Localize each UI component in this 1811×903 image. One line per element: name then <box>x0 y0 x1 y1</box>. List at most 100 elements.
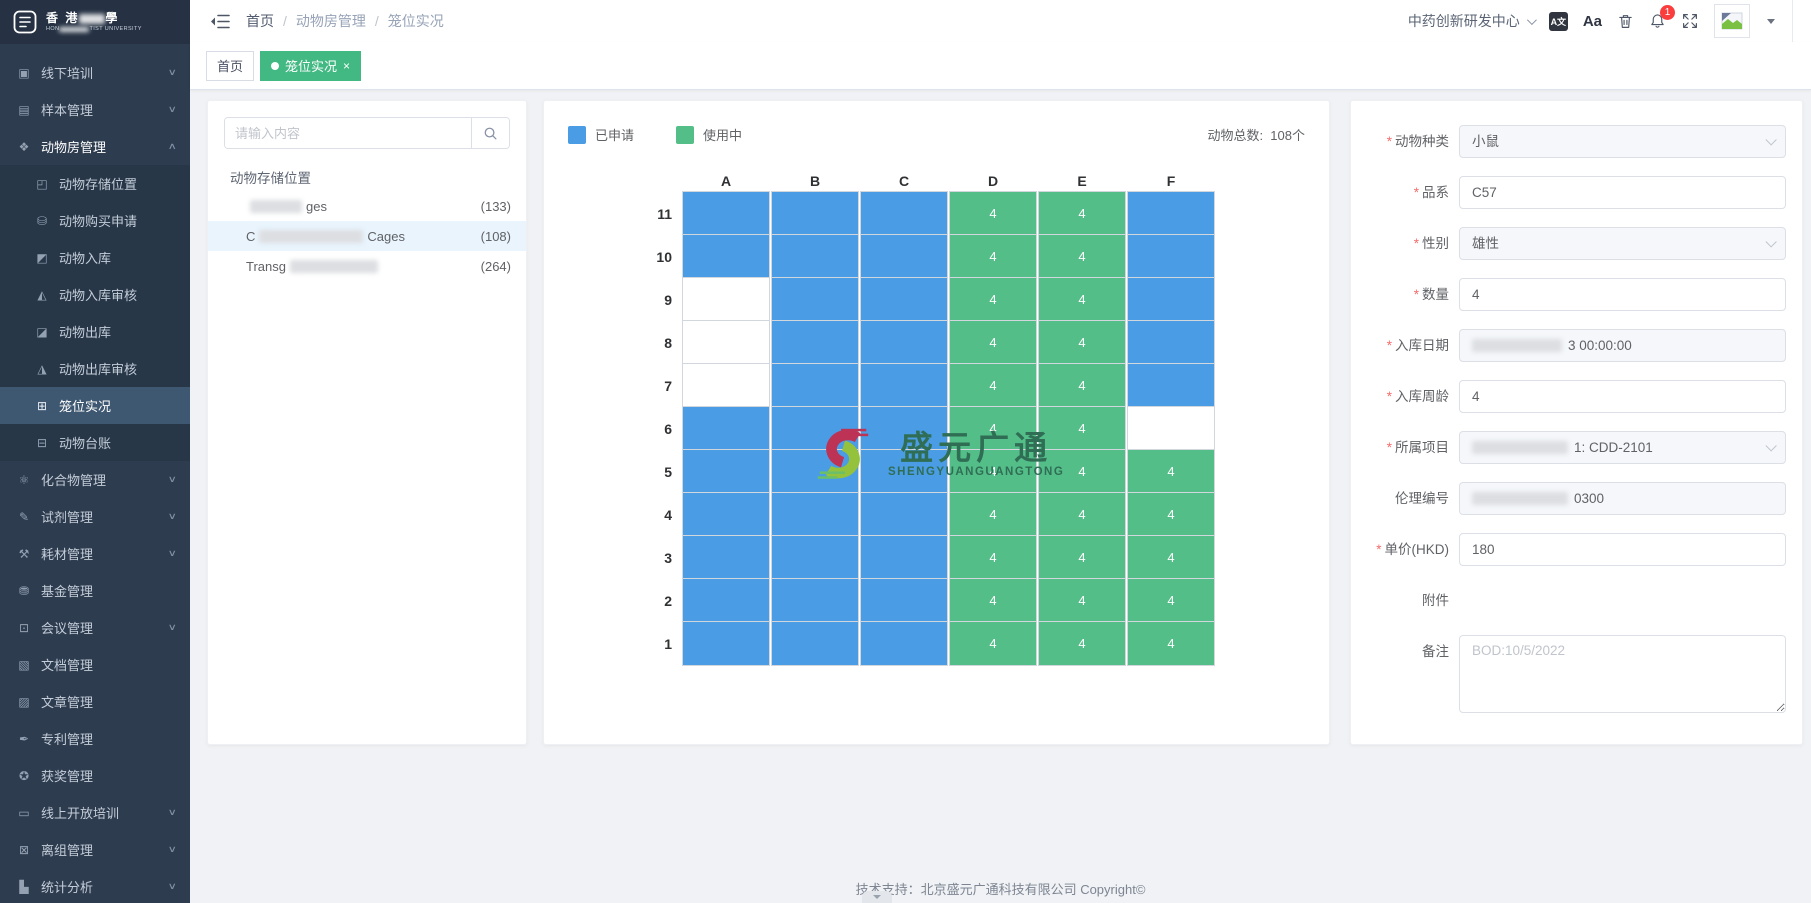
cage-cell-E3[interactable]: 4 <box>1039 536 1125 579</box>
sidebar-item-animal-ledger[interactable]: ⊟ 动物台账 <box>0 424 190 461</box>
cage-cell-B4[interactable] <box>772 493 858 536</box>
tree-item[interactable]: Transg (264) <box>208 251 526 281</box>
cage-cell-E9[interactable]: 4 <box>1039 278 1125 321</box>
cage-cell-B7[interactable] <box>772 364 858 407</box>
cage-cell-D1[interactable]: 4 <box>950 622 1036 665</box>
sidebar-item-reagent-management[interactable]: ✎ 试剂管理 ∨ <box>0 498 190 535</box>
sidebar-item-patent-management[interactable]: ✒ 专利管理 <box>0 720 190 757</box>
cage-cell-F3[interactable]: 4 <box>1128 536 1214 579</box>
cage-cell-D8[interactable]: 4 <box>950 321 1036 364</box>
cage-cell-B9[interactable] <box>772 278 858 321</box>
fullscreen-icon[interactable] <box>1681 12 1699 30</box>
avatar[interactable] <box>1714 4 1750 38</box>
cage-cell-C6[interactable] <box>861 407 947 450</box>
bell-icon[interactable]: 1 <box>1649 5 1675 30</box>
sidebar-item-group-exit-management[interactable]: ⊠ 离组管理 ∨ <box>0 831 190 868</box>
cage-cell-B5[interactable] <box>772 450 858 493</box>
cage-cell-A9[interactable] <box>683 278 769 321</box>
cage-cell-B10[interactable] <box>772 235 858 278</box>
sidebar-item-animal-storage-location[interactable]: ◰ 动物存储位置 <box>0 165 190 202</box>
cage-cell-D5[interactable]: 4 <box>950 450 1036 493</box>
cage-cell-E4[interactable]: 4 <box>1039 493 1125 536</box>
cage-cell-B8[interactable] <box>772 321 858 364</box>
sidebar-item-compound-management[interactable]: ⚛ 化合物管理 ∨ <box>0 461 190 498</box>
cage-cell-D7[interactable]: 4 <box>950 364 1036 407</box>
cage-cell-C11[interactable] <box>861 192 947 235</box>
cage-cell-C4[interactable] <box>861 493 947 536</box>
cage-cell-D9[interactable]: 4 <box>950 278 1036 321</box>
close-tab-icon[interactable]: × <box>343 58 351 73</box>
cage-cell-B3[interactable] <box>772 536 858 579</box>
cage-cell-D2[interactable]: 4 <box>950 579 1036 622</box>
cage-cell-D4[interactable]: 4 <box>950 493 1036 536</box>
inbound-date-input[interactable]: 3 00:00:00 <box>1459 329 1786 362</box>
cage-cell-C2[interactable] <box>861 579 947 622</box>
cage-cell-C1[interactable] <box>861 622 947 665</box>
sidebar-item-animal-purchase-request[interactable]: ⛁ 动物购买申请 <box>0 202 190 239</box>
cage-cell-E10[interactable]: 4 <box>1039 235 1125 278</box>
cage-cell-C5[interactable] <box>861 450 947 493</box>
cage-cell-D3[interactable]: 4 <box>950 536 1036 579</box>
avatar-dropdown-caret[interactable] <box>1767 18 1775 24</box>
tab-home[interactable]: 首页 <box>206 50 255 81</box>
font-size-icon[interactable]: Aa <box>1582 12 1602 30</box>
translate-icon[interactable]: A文 <box>1548 11 1568 31</box>
unit-price-hkd-input[interactable]: 180 <box>1459 533 1786 566</box>
cage-cell-A2[interactable] <box>683 579 769 622</box>
cage-cell-F5[interactable]: 4 <box>1128 450 1214 493</box>
sidebar-item-animal-inbound-audit[interactable]: ◭ 动物入库审核 <box>0 276 190 313</box>
footer-collapse-handle[interactable] <box>862 891 892 903</box>
cage-cell-D10[interactable]: 4 <box>950 235 1036 278</box>
collapse-sidebar-icon[interactable] <box>210 13 230 30</box>
cage-cell-A11[interactable] <box>683 192 769 235</box>
tree-item[interactable]: ges (133) <box>208 191 526 221</box>
org-switcher[interactable]: 中药创新研发中心 <box>1408 11 1537 31</box>
cage-cell-C7[interactable] <box>861 364 947 407</box>
inbound-age-weeks-input[interactable]: 4 <box>1459 380 1786 413</box>
cage-cell-D11[interactable]: 4 <box>950 192 1036 235</box>
cage-cell-F9[interactable] <box>1128 278 1214 321</box>
cage-cell-A4[interactable] <box>683 493 769 536</box>
cage-cell-C10[interactable] <box>861 235 947 278</box>
cage-cell-B1[interactable] <box>772 622 858 665</box>
cage-cell-F1[interactable]: 4 <box>1128 622 1214 665</box>
sidebar-item-statistics-analysis[interactable]: ▙ 统计分析 ∨ <box>0 868 190 903</box>
cage-cell-F11[interactable] <box>1128 192 1214 235</box>
sidebar-item-sample-management[interactable]: ▤ 样本管理 ∨ <box>0 91 190 128</box>
cage-cell-B11[interactable] <box>772 192 858 235</box>
sidebar-item-award-management[interactable]: ✪ 获奖管理 <box>0 757 190 794</box>
cage-cell-A7[interactable] <box>683 364 769 407</box>
remark-textarea[interactable] <box>1459 635 1786 713</box>
cage-cell-F10[interactable] <box>1128 235 1214 278</box>
sidebar-item-animal-room-management[interactable]: ❖ 动物房管理 ∧ <box>0 128 190 165</box>
cage-cell-F7[interactable] <box>1128 364 1214 407</box>
ethics-number-input[interactable]: 0300 <box>1459 482 1786 515</box>
cage-cell-A6[interactable] <box>683 407 769 450</box>
project-select[interactable]: 1: CDD-2101 <box>1459 431 1786 464</box>
animal-species-select[interactable]: 小鼠 <box>1459 125 1786 158</box>
cage-cell-E2[interactable]: 4 <box>1039 579 1125 622</box>
cage-cell-D6[interactable]: 4 <box>950 407 1036 450</box>
cage-cell-A5[interactable] <box>683 450 769 493</box>
cage-cell-A10[interactable] <box>683 235 769 278</box>
tab-cage-live[interactable]: 笼位实况 × <box>260 50 362 81</box>
sidebar-item-animal-outbound-audit[interactable]: ◮ 动物出库审核 <box>0 350 190 387</box>
sidebar-item-animal-inbound[interactable]: ◩ 动物入库 <box>0 239 190 276</box>
sex-select[interactable]: 雄性 <box>1459 227 1786 260</box>
cage-cell-E6[interactable]: 4 <box>1039 407 1125 450</box>
cage-cell-A1[interactable] <box>683 622 769 665</box>
trash-icon[interactable] <box>1617 12 1634 30</box>
cage-cell-E7[interactable]: 4 <box>1039 364 1125 407</box>
sidebar-item-animal-outbound[interactable]: ◪ 动物出库 <box>0 313 190 350</box>
tree-item[interactable]: C Cages (108) <box>208 221 526 251</box>
cage-cell-F4[interactable]: 4 <box>1128 493 1214 536</box>
sidebar-item-fund-management[interactable]: ⛃ 基金管理 <box>0 572 190 609</box>
cage-cell-C9[interactable] <box>861 278 947 321</box>
cage-cell-B6[interactable] <box>772 407 858 450</box>
quantity-input[interactable]: 4 <box>1459 278 1786 311</box>
cage-cell-A8[interactable] <box>683 321 769 364</box>
sidebar-item-article-management[interactable]: ▨ 文章管理 <box>0 683 190 720</box>
cage-cell-E11[interactable]: 4 <box>1039 192 1125 235</box>
cage-cell-F2[interactable]: 4 <box>1128 579 1214 622</box>
sidebar-item-offline-training[interactable]: ▣ 线下培训 ∨ <box>0 54 190 91</box>
